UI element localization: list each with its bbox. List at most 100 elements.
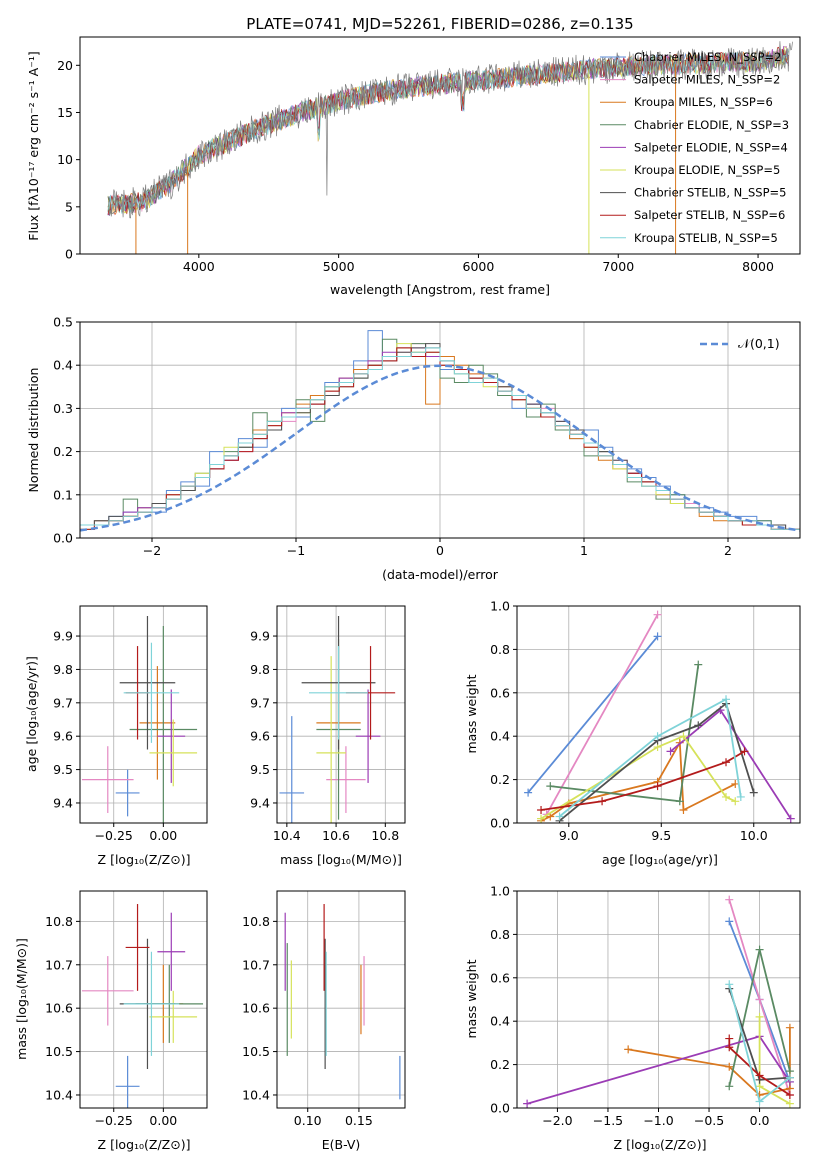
weight-marker — [725, 917, 734, 926]
y-tick-label: 0.8 — [490, 927, 510, 942]
weight-marker — [755, 1097, 764, 1106]
mass-ebv-plot-area: 0.10 0.15 10.4 10.5 10.6 10.7 10.8 — [242, 890, 406, 1128]
y-tick-label: 0 — [65, 247, 73, 262]
histogram-steps — [80, 330, 800, 538]
y-tick-label: 0.4 — [490, 729, 510, 744]
y-tick-label: 0.6 — [490, 970, 510, 985]
weight-marker — [785, 1099, 794, 1108]
axes-frame — [79, 890, 208, 1109]
y-tick-label: 0.2 — [490, 1057, 510, 1072]
x-tick-label: 0.00 — [149, 828, 177, 843]
spectrum-xlabel: wavelength [Angstrom, rest frame] — [330, 282, 550, 297]
weight-marker — [725, 1034, 734, 1043]
y-tick-label: 9.5 — [250, 762, 270, 777]
x-tick-label: −1.5 — [593, 1113, 623, 1128]
y-tick-label: 20 — [57, 58, 73, 73]
age-vs-mass-panel: 10.4 10.6 10.8 9.4 9.5 9.6 9.7 9.8 9.9 mass [log… — [250, 605, 406, 867]
x-tick-label: 4000 — [183, 259, 215, 274]
y-tick-label: 10.8 — [242, 914, 270, 929]
x-tick-label: −2.0 — [542, 1113, 572, 1128]
x-tick-label: 10.0 — [740, 828, 768, 843]
histogram-ylabel: Normed distribution — [26, 368, 41, 493]
x-tick-label: 0.0 — [750, 1113, 770, 1128]
weight-marker — [725, 1062, 734, 1071]
weight-marker — [722, 792, 731, 801]
y-tick-label: 5 — [65, 199, 73, 214]
weight-lines — [524, 610, 795, 823]
x-tick-label: 6000 — [463, 259, 495, 274]
x-tick-label: 0 — [436, 543, 444, 558]
x-tick-label: −0.25 — [95, 828, 133, 843]
y-tick-label: 10.5 — [45, 1044, 73, 1059]
spectrum-panel: PLATE=0741, MJD=52261, FIBERID=0286, z=0… — [26, 15, 801, 297]
y-tick-label: 9.9 — [53, 629, 73, 644]
weight-line — [527, 635, 659, 794]
weight-marker — [725, 980, 734, 989]
y-tick-label: 10.6 — [45, 1001, 73, 1016]
weight-marker — [736, 792, 745, 801]
weight-marker — [653, 610, 662, 619]
weight-age-plot-area: 9.0 9.5 10.0 0.0 0.2 0.4 0.6 0.8 1.0 — [490, 599, 801, 843]
weight-marker — [524, 788, 533, 797]
weight-marker — [786, 814, 795, 823]
weight-marker — [740, 747, 749, 756]
y-tick-label: 0.2 — [53, 444, 73, 459]
y-tick-label: 0.5 — [53, 315, 73, 330]
y-tick-label: 15 — [57, 105, 73, 120]
y-tick-label: 0.0 — [53, 531, 73, 546]
observed-spectrum-line — [107, 41, 793, 219]
errorbar-points — [81, 616, 198, 823]
mass-vs-metallicity-panel: −0.25 0.00 10.4 10.5 10.6 10.7 10.8 Z [log₁₀(Z… — [14, 890, 208, 1152]
y-tick-label: 1.0 — [490, 884, 510, 899]
weight-marker — [785, 1023, 794, 1032]
x-tick-label: 10.8 — [371, 828, 399, 843]
y-tick-label: 9.4 — [250, 795, 270, 810]
y-tick-label: 10.7 — [45, 957, 73, 972]
weight-marker — [722, 695, 731, 704]
x-tick-label: 1 — [580, 543, 588, 558]
y-tick-label: 0.8 — [490, 642, 510, 657]
y-tick-label: 9.6 — [53, 729, 73, 744]
mass-z-plot-area: −0.25 0.00 10.4 10.5 10.6 10.7 10.8 — [45, 890, 208, 1128]
x-tick-label: 5000 — [323, 259, 355, 274]
y-tick-label: 9.7 — [250, 695, 270, 710]
y-tick-label: 10 — [57, 152, 73, 167]
errorbar-points — [279, 616, 396, 823]
histogram-plot-area: −2 −1 0 1 2 0.0 0.1 0.2 0.3 0.4 0.5 — [53, 315, 801, 558]
axes-frame — [79, 605, 208, 824]
weight-z-ylabel: mass weight — [464, 959, 479, 1038]
y-tick-label: 0.6 — [490, 685, 510, 700]
spectrum-title: PLATE=0741, MJD=52261, FIBERID=0286, z=0… — [246, 15, 633, 33]
y-tick-label: 10.8 — [45, 914, 73, 929]
x-tick-label: −1 — [287, 543, 305, 558]
weight-marker — [722, 758, 731, 767]
x-tick-label: 0.15 — [345, 1113, 373, 1128]
weight-marker — [653, 732, 662, 741]
weight-marker — [725, 1043, 734, 1052]
gaussian-reference-curve — [80, 364, 800, 532]
y-tick-label: 9.4 — [53, 795, 73, 810]
y-tick-label: 0.3 — [53, 401, 73, 416]
mass-weight-vs-age-panel: 9.0 9.5 10.0 0.0 0.2 0.4 0.6 0.8 1.0 age [log₁₀(… — [464, 599, 801, 867]
legend-label: Kroupa ELODIE, N_SSP=5 — [634, 163, 780, 177]
x-tick-label: 7000 — [602, 259, 634, 274]
weight-marker — [755, 1012, 764, 1021]
weight-marker — [546, 782, 555, 791]
y-tick-label: 0.1 — [53, 487, 73, 502]
y-tick-label: 9.5 — [53, 762, 73, 777]
x-tick-label: 0.10 — [294, 1113, 322, 1128]
weight-z-plot-area: −2.0 −1.5 −1.0 −0.5 0.0 0.0 0.2 0.4 0.6 0.8 1.0 — [490, 884, 801, 1128]
x-tick-label: −2 — [143, 543, 161, 558]
y-tick-label: 9.8 — [53, 662, 73, 677]
y-tick-label: 10.7 — [242, 957, 270, 972]
weight-marker — [694, 721, 703, 730]
weight-marker — [653, 632, 662, 641]
mass-vs-ebv-panel: 0.10 0.15 10.4 10.5 10.6 10.7 10.8 E(B-V) — [242, 890, 406, 1152]
spectrum-lines — [107, 41, 793, 254]
x-tick-label: 10.4 — [273, 828, 301, 843]
legend-label: Kroupa STELIB, N_SSP=5 — [634, 231, 778, 245]
weight-marker — [598, 797, 607, 806]
age-z-ylabel: age [log₁₀(age/yr)] — [24, 656, 39, 772]
y-tick-label: 10.4 — [242, 1087, 270, 1102]
axes-frame — [79, 36, 801, 255]
